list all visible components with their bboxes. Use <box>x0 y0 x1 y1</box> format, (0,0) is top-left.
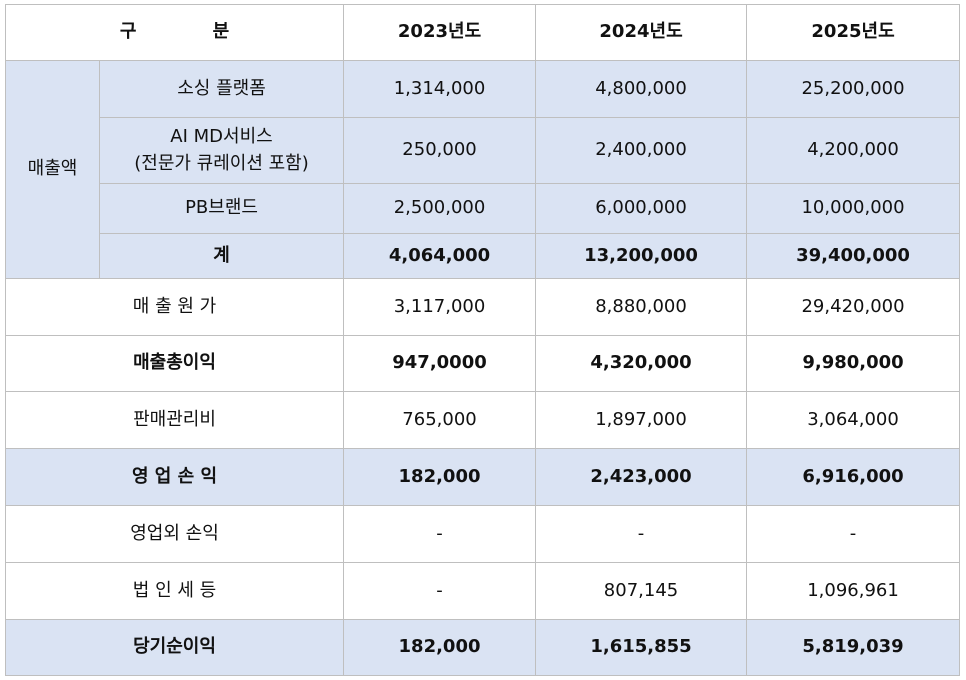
header-cell: 2023년도 <box>343 4 537 61</box>
value-cell: 4,320,000 <box>535 335 748 392</box>
group-row: 계 4,064,000 13,200,000 39,400,000 <box>6 233 961 279</box>
value-cell: 6,916,000 <box>746 448 961 506</box>
value-cell: 182,000 <box>343 448 537 506</box>
value-cell: 1,897,000 <box>535 391 748 449</box>
value-cell: 1,096,961 <box>746 562 961 620</box>
income-table: 구 분 2023년도 2024년도 2025년도 매출액 소싱 플랫폼 1,314,… <box>4 4 961 676</box>
value-cell: 10,000,000 <box>746 183 961 234</box>
value-cell: 6,000,000 <box>535 183 748 234</box>
value-cell: 39,400,000 <box>746 233 961 279</box>
value-cell: 807,145 <box>535 562 748 620</box>
row-label: 영 업 손 익 <box>4 448 345 506</box>
data-row: 판매관리비 765,000 1,897,000 3,064,000 <box>4 391 961 449</box>
value-cell: - <box>746 505 961 563</box>
data-row: 법 인 세 등 -807,145 1,096,961 <box>4 562 961 620</box>
group-row: AI MD서비스 (전문가 큐레이션 포함) 250,000 2,400,000 4,… <box>6 117 961 184</box>
row-label: 당기순이익 <box>4 619 345 676</box>
value-cell: 1,615,855 <box>535 619 748 676</box>
data-row: 매 출 원 가 3,117,000 8,880,000 29,420,000 <box>4 278 961 336</box>
value-cell: 2,400,000 <box>535 117 748 184</box>
group-row: 매출액 소싱 플랫폼 1,314,000 4,800,000 25,200,000 <box>5 60 961 279</box>
value-cell: 182,000 <box>343 619 537 676</box>
group-label: 매출액 <box>5 60 100 279</box>
value-cell: 250,000 <box>343 117 537 184</box>
value-cell: 13,200,000 <box>535 233 748 279</box>
value-cell: 3,064,000 <box>746 391 961 449</box>
header-cell: 구 분 <box>4 4 345 61</box>
row-label: PB브랜드 <box>98 183 345 234</box>
row-label: AI MD서비스 (전문가 큐레이션 포함) <box>98 117 345 184</box>
row-label: 계 <box>98 233 345 279</box>
header-cell: 2025년도 <box>746 4 961 61</box>
value-cell: 765,000 <box>343 391 537 449</box>
header-row: 구 분 2023년도 2024년도 2025년도 <box>4 4 961 61</box>
value-cell: 29,420,000 <box>746 278 961 336</box>
value-cell: 9,980,000 <box>746 335 961 392</box>
value-cell: 4,064,000 <box>343 233 537 279</box>
value-cell: 25,200,000 <box>746 60 961 118</box>
value-cell: - <box>535 505 748 563</box>
group-row: PB브랜드 2,500,000 6,000,000 10,000,000 <box>6 183 961 234</box>
row-label: 소싱 플랫폼 <box>98 60 345 118</box>
data-row: 당기순이익 182,000 1,615,855 5,819,039 <box>4 619 961 676</box>
value-cell: 5,819,039 <box>746 619 961 676</box>
table-body: 구 분 2023년도 2024년도 2025년도 매출액 소싱 플랫폼 1,314,… <box>4 4 961 676</box>
row-label: 영업외 손익 <box>4 505 345 563</box>
value-cell: - <box>343 562 537 620</box>
row-label: 법 인 세 등 <box>4 562 345 620</box>
data-row: 영업외 손익 - - - <box>4 505 961 563</box>
value-cell: 4,200,000 <box>746 117 961 184</box>
value-cell: 3,117,000 <box>343 278 537 336</box>
data-row: 매출총이익 947,0000 4,320,000 9,980,000 <box>4 335 961 392</box>
value-cell: 947,0000 <box>343 335 537 392</box>
value-cell: 8,880,000 <box>535 278 748 336</box>
row-label: 매 출 원 가 <box>4 278 345 336</box>
value-cell: 1,314,000 <box>343 60 537 118</box>
row-label: 매출총이익 <box>4 335 345 392</box>
value-cell: 2,500,000 <box>343 183 537 234</box>
header-cell: 2024년도 <box>535 4 748 61</box>
value-cell: 4,800,000 <box>535 60 748 118</box>
data-row: 영 업 손 익 182,000 2,423,000 6,916,000 <box>4 448 961 506</box>
row-label: 판매관리비 <box>4 391 345 449</box>
value-cell: 2,423,000 <box>535 448 748 506</box>
value-cell: - <box>343 505 537 563</box>
